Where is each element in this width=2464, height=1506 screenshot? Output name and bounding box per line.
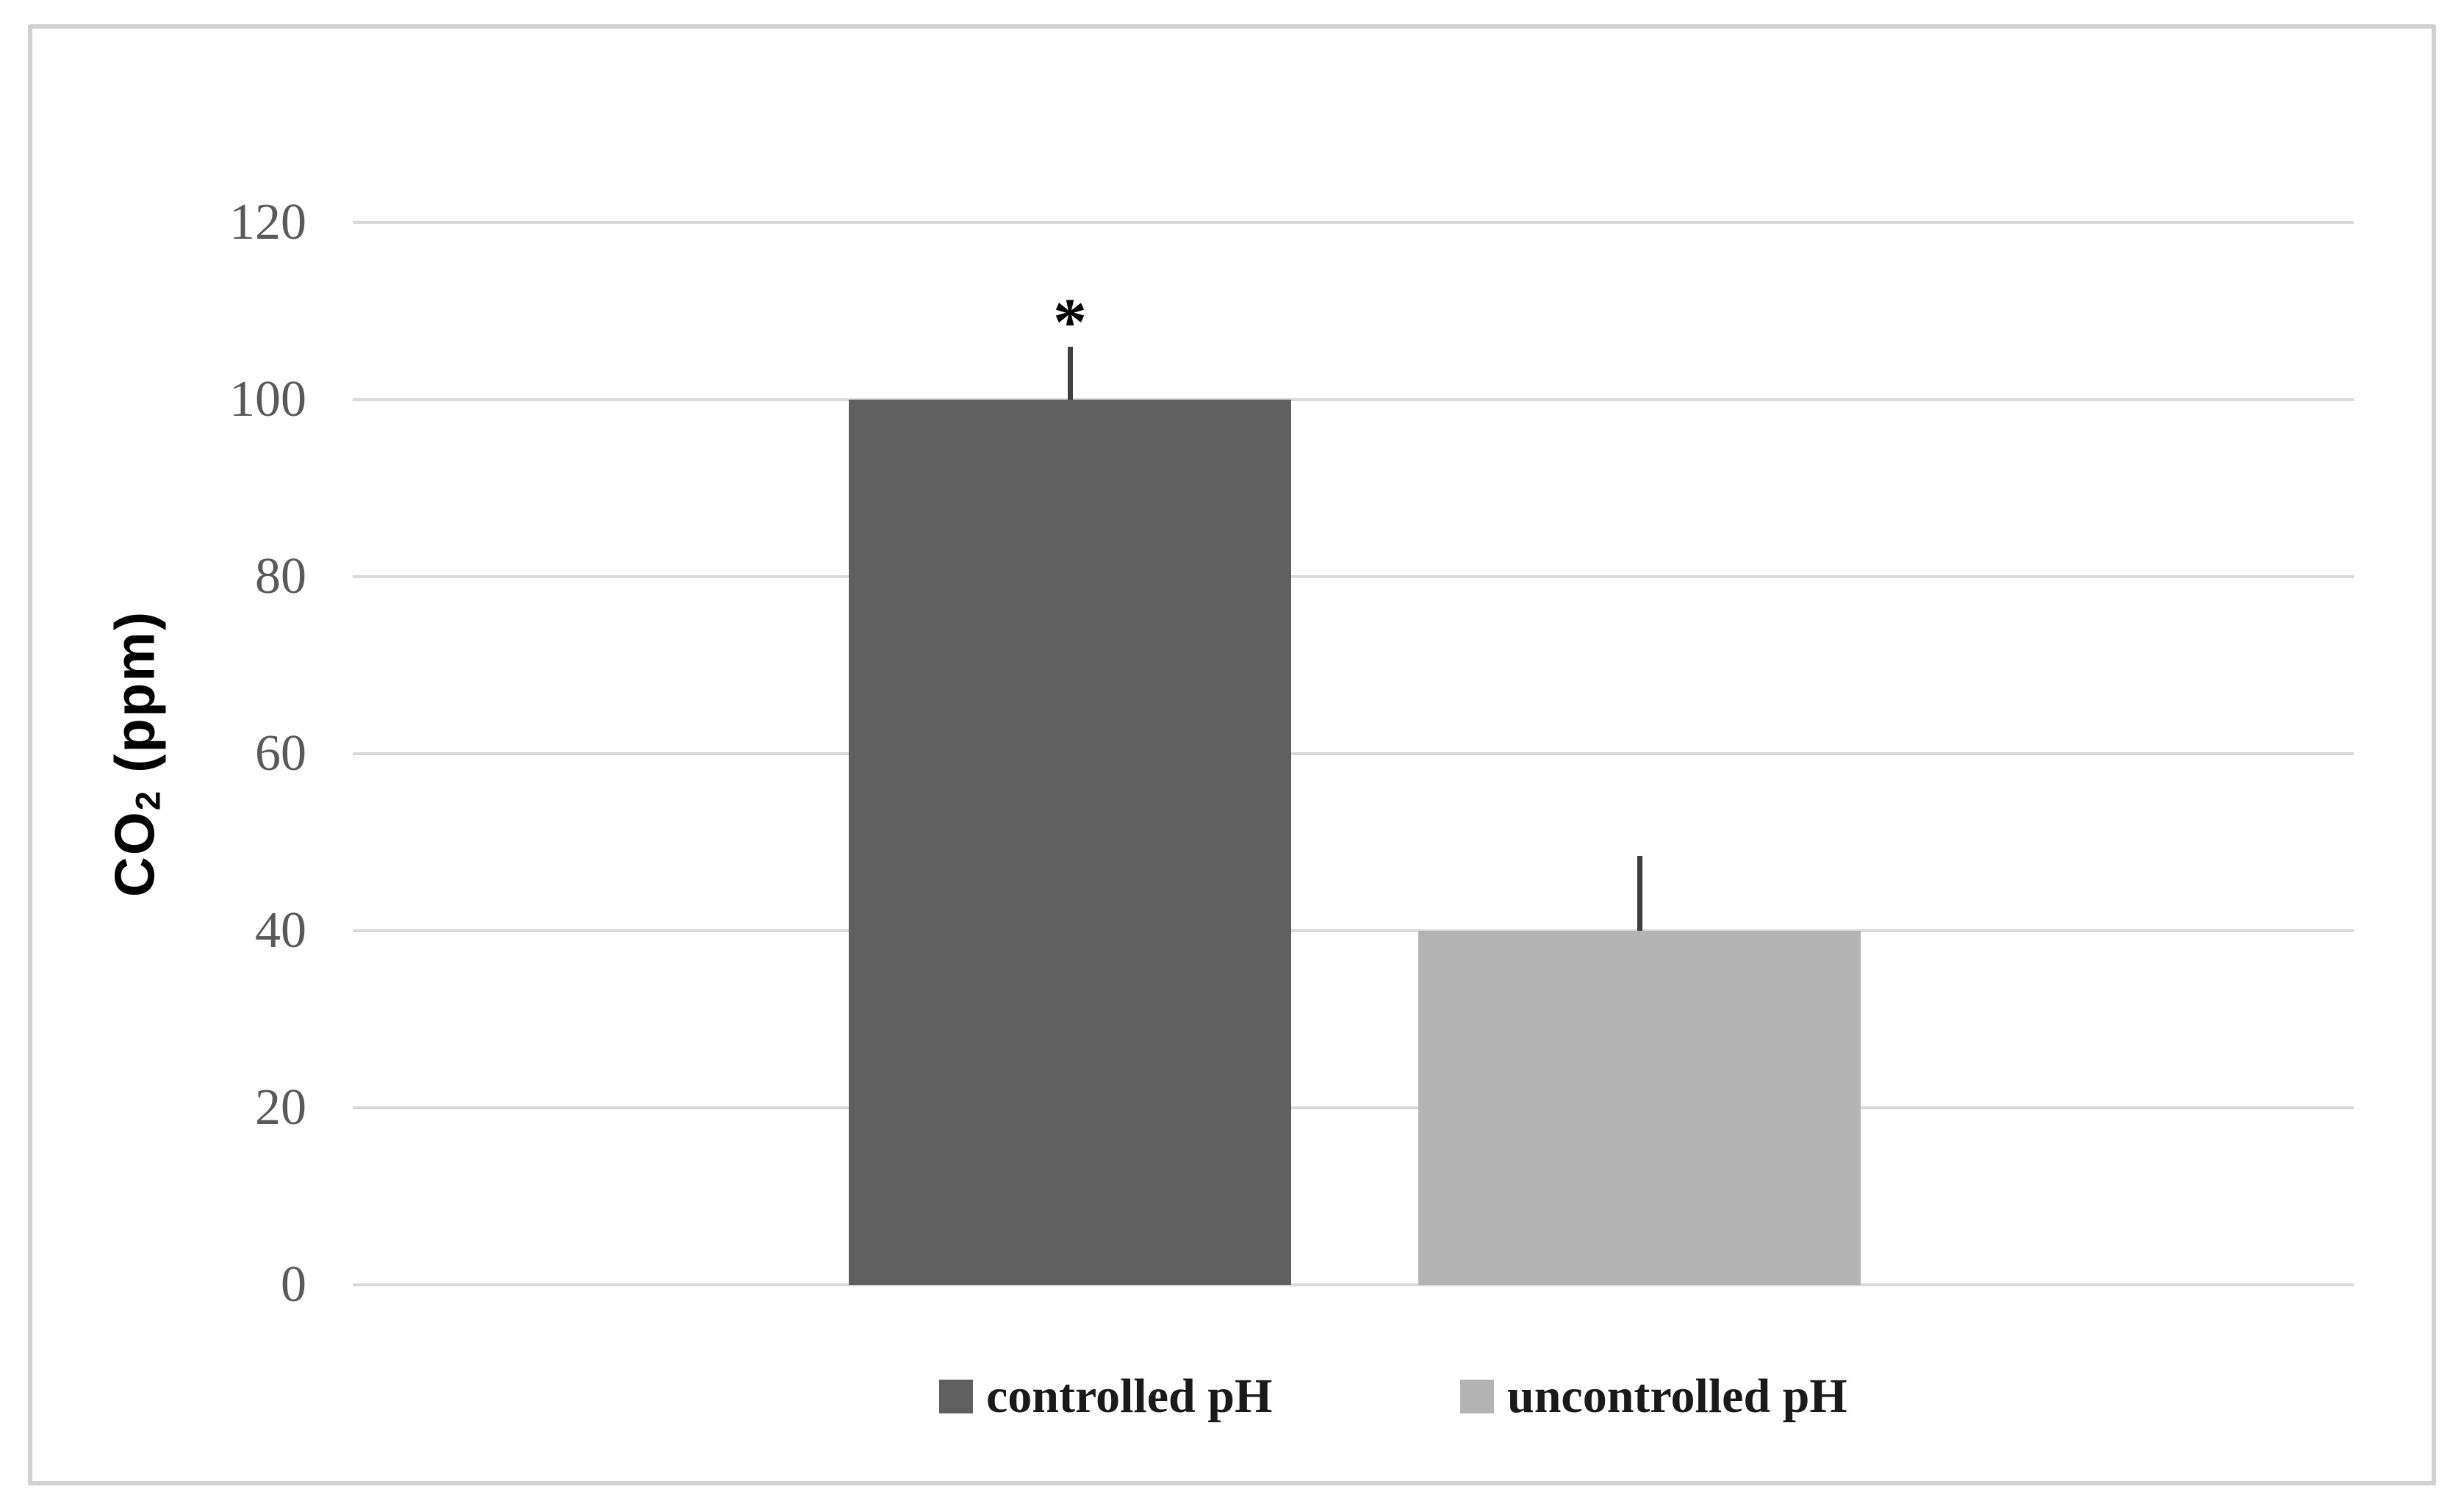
gridline-y-40 bbox=[353, 929, 2354, 932]
bar-controlled-ph bbox=[849, 400, 1291, 1285]
y-tick-label: 0 bbox=[281, 1256, 306, 1313]
significance-asterisk: * bbox=[1053, 284, 1087, 359]
y-tick-label: 60 bbox=[255, 725, 306, 782]
gridline-y-80 bbox=[353, 575, 2354, 578]
gridline-y-60 bbox=[353, 752, 2354, 755]
y-tick-label: 80 bbox=[255, 548, 306, 605]
error-bar-controlled-ph bbox=[1067, 346, 1073, 400]
gridline-y-0 bbox=[353, 1283, 2354, 1286]
legend-swatch-icon bbox=[1460, 1380, 1494, 1413]
y-tick-label: 100 bbox=[229, 371, 306, 428]
y-tick-label: 20 bbox=[255, 1079, 306, 1136]
gridline-y-100 bbox=[353, 398, 2354, 401]
legend-label: uncontrolled pH bbox=[1507, 1369, 1847, 1423]
y-axis-title: CO2 (ppm) bbox=[104, 610, 168, 897]
y-axis-title-suffix: (ppm) bbox=[104, 610, 167, 790]
y-tick-label: 40 bbox=[255, 902, 306, 959]
gridline-y-20 bbox=[353, 1106, 2354, 1109]
gridline-y-120 bbox=[353, 221, 2354, 224]
legend-item-controlled-ph: controlled pH bbox=[939, 1369, 1272, 1424]
bar-uncontrolled-ph bbox=[1418, 931, 1861, 1285]
error-bar-uncontrolled-ph bbox=[1637, 855, 1642, 931]
legend-swatch-icon bbox=[939, 1380, 973, 1413]
legend-label: controlled pH bbox=[986, 1369, 1273, 1423]
y-axis-title-subscript: 2 bbox=[128, 789, 168, 811]
y-tick-label: 120 bbox=[229, 194, 306, 251]
legend-item-uncontrolled-ph: uncontrolled pH bbox=[1460, 1369, 1847, 1424]
y-axis-title-prefix: CO bbox=[104, 810, 167, 898]
